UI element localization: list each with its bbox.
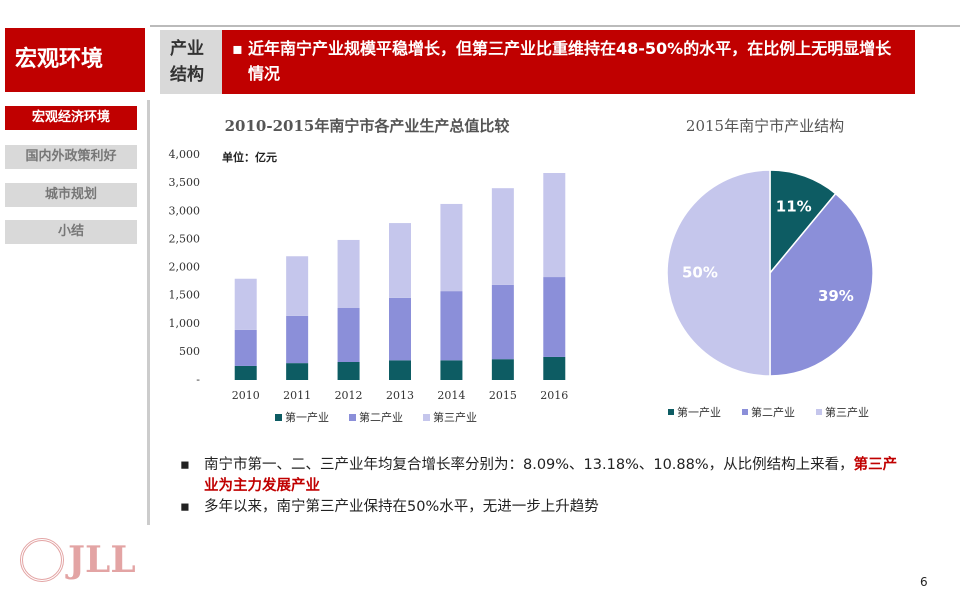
- bar-segment: [440, 291, 463, 361]
- nav-item[interactable]: 宏观经济环境: [5, 106, 137, 130]
- bar-segment: [234, 365, 257, 380]
- bar-segment: [543, 173, 566, 278]
- legend-swatch: [349, 414, 356, 421]
- x-tick-label: 2011: [283, 389, 311, 402]
- bullet-text: 南宁市第一、二、三产业年均复合增长率分别为：8.09%、13.18%、10.88…: [204, 457, 854, 473]
- y-tick-label: 3,500: [169, 176, 201, 189]
- bullet: ▪ 多年以来，南宁第三产业保持在50%水平，无进一步上升趋势: [180, 499, 599, 515]
- x-tick-label: 2016: [540, 389, 568, 402]
- pie-slice: [769, 192, 874, 377]
- x-tick-label: 2010: [232, 389, 260, 402]
- bar-segment: [286, 363, 309, 380]
- bar-segment: [389, 360, 411, 380]
- legend-label: 第三产业: [433, 410, 477, 424]
- nav-title: 宏观环境: [5, 28, 145, 92]
- pie-slice: [769, 169, 837, 276]
- bar-segment: [543, 277, 566, 357]
- legend-label: 第三产业: [825, 405, 869, 419]
- logo: JLL: [68, 539, 136, 581]
- x-tick-label: 2012: [335, 389, 363, 402]
- top-rule: [150, 25, 960, 27]
- bar-segment: [389, 297, 411, 361]
- y-tick-label: 1,500: [169, 289, 201, 302]
- nav-item[interactable]: 小结: [5, 220, 137, 244]
- x-tick-label: 2015: [489, 389, 517, 402]
- legend-label: 第二产业: [359, 410, 403, 424]
- legend-label: 第二产业: [751, 405, 795, 419]
- bar-segment: [234, 278, 257, 330]
- pie-label: 39%: [818, 287, 854, 305]
- chart-title: 2010-2015年南宁市各产业生产总值比较: [225, 117, 510, 135]
- pie-slice: [666, 169, 771, 377]
- bar-segment: [440, 360, 463, 380]
- bar-segment: [337, 239, 360, 308]
- section-label: 产业结构: [160, 30, 222, 94]
- bar-segment: [337, 362, 360, 380]
- bullets: ▪ 南宁市第一、二、三产业年均复合增长率分别为：8.09%、13.18%、10.8…: [180, 455, 910, 518]
- bar-segment: [286, 315, 309, 364]
- y-tick-label: 1,000: [169, 317, 201, 330]
- bar-segment: [286, 256, 309, 316]
- headline: ▪ 近年南宁产业规模平稳增长，但第三产业比重维持在48-50%的水平，在比例上无明…: [222, 30, 915, 94]
- y-tick-label: 3,000: [169, 204, 201, 217]
- bar-segment: [337, 308, 360, 362]
- y-tick-label: 4,000: [169, 148, 201, 161]
- y-tick-label: 500: [179, 345, 200, 358]
- y-tick-label: -: [196, 373, 200, 386]
- legend-swatch: [742, 409, 748, 415]
- pie-label: 11%: [776, 198, 812, 216]
- y-tick-label: 2,000: [169, 261, 201, 274]
- bar-segment: [491, 359, 514, 380]
- legend-swatch: [816, 409, 822, 415]
- legend-swatch: [275, 414, 282, 421]
- legend-label: 第一产业: [677, 405, 721, 419]
- bar-segment: [491, 188, 514, 285]
- chart-title: 2015年南宁市产业结构: [686, 117, 844, 135]
- bar-segment: [389, 223, 411, 298]
- nav-item[interactable]: 城市规划: [5, 183, 137, 207]
- y-tick-label: 2,500: [169, 232, 201, 245]
- bar-segment: [440, 203, 463, 292]
- bar-segment: [234, 329, 257, 366]
- x-tick-label: 2013: [386, 389, 414, 402]
- nav-item[interactable]: 国内外政策利好: [5, 145, 137, 169]
- headline-text: 近年南宁产业规模平稳增长，但第三产业比重维持在48-50%的水平，在比例上无明显…: [248, 39, 892, 83]
- x-tick-label: 2014: [437, 389, 465, 402]
- bullet-emphasis: 第三产业为主力发展产业: [204, 457, 898, 494]
- unit-label: 单位：亿元: [222, 150, 277, 164]
- bullet-text: 多年以来，南宁第三产业保持在50%水平，无进一步上升趋势: [204, 499, 599, 515]
- pie-label: 50%: [682, 264, 718, 282]
- legend-swatch: [423, 414, 430, 421]
- legend-label: 第一产业: [285, 410, 329, 424]
- bar-segment: [491, 284, 514, 360]
- legend-swatch: [668, 409, 674, 415]
- bar-segment: [543, 356, 566, 380]
- page-number: 6: [920, 575, 928, 589]
- logo-mark: [20, 538, 64, 582]
- bullet: ▪ 南宁市第一、二、三产业年均复合增长率分别为：8.09%、13.18%、10.8…: [180, 457, 898, 494]
- divider: [147, 100, 150, 525]
